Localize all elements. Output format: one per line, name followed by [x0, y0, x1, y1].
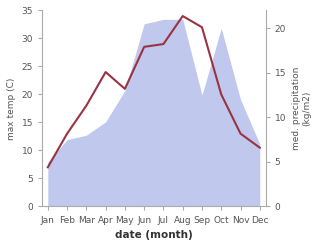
Y-axis label: max temp (C): max temp (C) [7, 77, 16, 140]
Y-axis label: med. precipitation
(kg/m2): med. precipitation (kg/m2) [292, 67, 311, 150]
X-axis label: date (month): date (month) [115, 230, 193, 240]
